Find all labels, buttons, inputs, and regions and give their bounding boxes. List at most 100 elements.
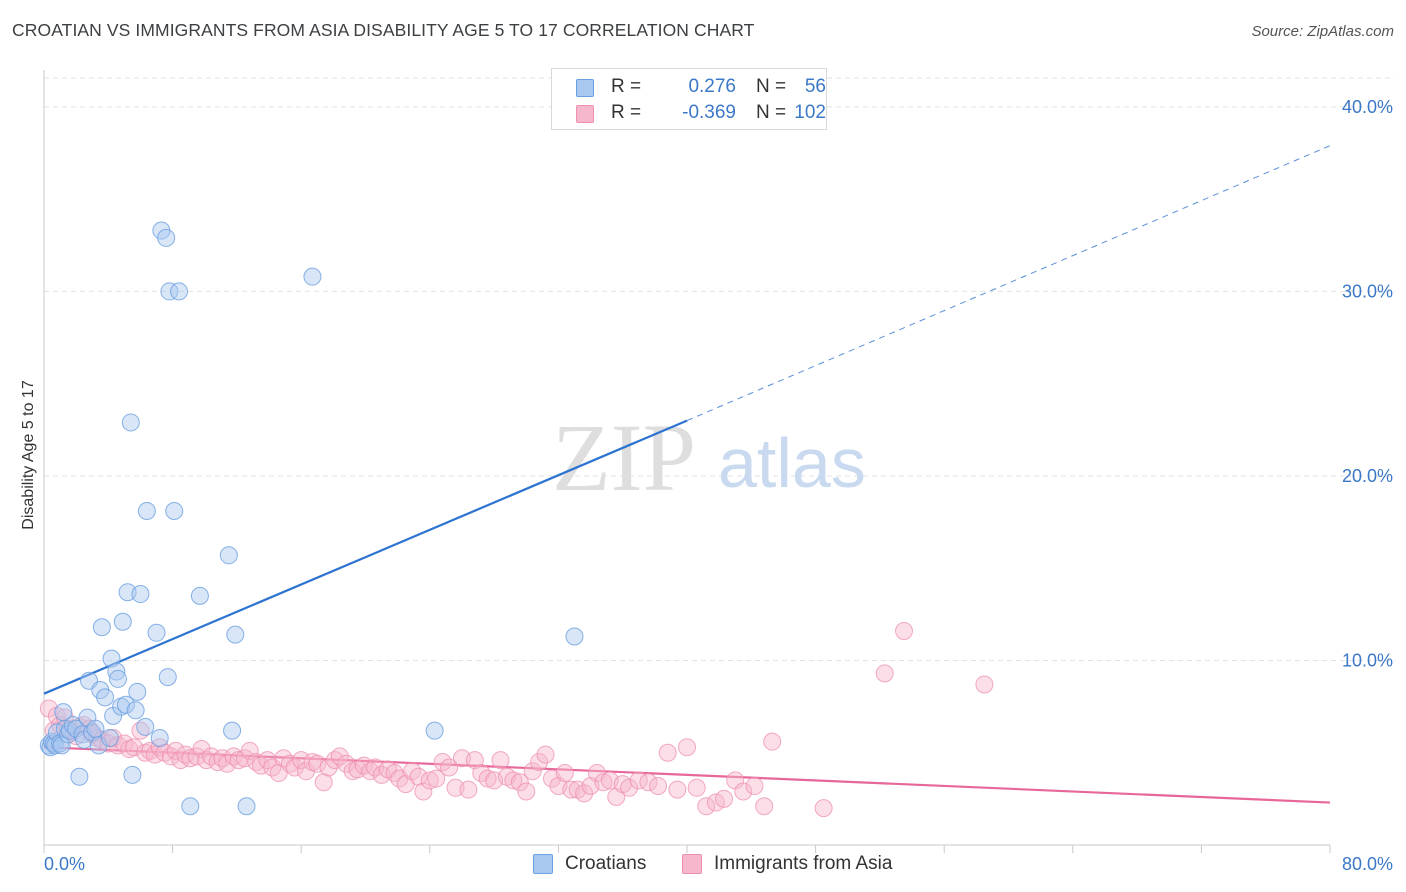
r-value: -0.369	[682, 102, 736, 123]
asia-point	[536, 745, 555, 764]
asia-point	[523, 762, 542, 781]
asia-point	[297, 762, 316, 781]
asia-point	[478, 769, 497, 788]
croatians-trend-extension	[686, 145, 1331, 422]
asia-point	[427, 769, 446, 788]
chart-title: CROATIAN VS IMMIGRANTS FROM ASIA DISABIL…	[12, 20, 755, 40]
croatians-point	[147, 623, 166, 642]
y-tick-label: 40.0%	[1342, 97, 1393, 117]
asia-point	[131, 721, 150, 740]
croatians-point	[136, 717, 155, 736]
n-label: N =	[756, 102, 787, 123]
croatians-point	[128, 682, 147, 701]
y-tick-label: 30.0%	[1342, 281, 1393, 301]
croatians-point	[223, 721, 242, 740]
legend-label: Immigrants from Asia	[714, 853, 893, 874]
asia-swatch	[576, 105, 594, 123]
asia-point	[649, 776, 668, 795]
asia-point	[240, 741, 259, 760]
asia-point	[620, 778, 639, 797]
croatians-point	[96, 688, 115, 707]
croatians-point	[92, 618, 111, 637]
croatians-point	[126, 701, 145, 720]
croatians-point	[226, 625, 245, 644]
asia-point	[639, 773, 658, 792]
asia-point	[517, 782, 536, 801]
asia-swatch	[682, 854, 702, 874]
croatians-swatch	[533, 854, 553, 874]
asia-point	[668, 780, 687, 799]
asia-point	[247, 752, 266, 771]
asia-point	[285, 758, 304, 777]
asia-point	[575, 784, 594, 803]
croatians-point	[219, 546, 238, 565]
croatians-point	[131, 585, 150, 604]
n-value: 102	[794, 102, 826, 123]
n-label: N =	[756, 76, 787, 97]
asia-point	[734, 782, 753, 801]
asia-point	[530, 752, 549, 771]
croatians-point	[116, 695, 135, 714]
croatians-point	[160, 282, 179, 301]
asia-point	[755, 797, 774, 816]
asia-point	[504, 771, 523, 790]
asia-point	[745, 776, 764, 795]
asia-point	[224, 747, 243, 766]
croatians-point	[157, 228, 176, 247]
asia-point	[510, 773, 529, 792]
croatians-point	[100, 728, 119, 747]
asia-point	[213, 749, 232, 768]
asia-point	[975, 675, 994, 694]
croatians-point	[123, 765, 142, 784]
asia-point	[409, 767, 428, 786]
correlation-legend: R = 0.276 N = 56 R = -0.369 N = 102	[551, 68, 827, 130]
n-value: 56	[804, 76, 826, 97]
asia-point	[280, 754, 299, 773]
asia-point	[459, 780, 478, 799]
croatians-point	[86, 719, 105, 738]
watermark: ZIP atlas	[552, 404, 866, 511]
watermark-zip: ZIP	[552, 404, 696, 511]
asia-point	[161, 747, 180, 766]
asia-point	[218, 754, 237, 773]
series-legend: Croatians Immigrants from Asia	[0, 852, 1406, 878]
croatians-point	[70, 767, 89, 786]
asia-point	[414, 782, 433, 801]
croatians-point	[137, 502, 156, 521]
asia-trend-line	[43, 746, 1331, 804]
asia-point	[763, 732, 782, 751]
data-points	[39, 221, 994, 818]
asia-point	[176, 745, 195, 764]
croatians-point	[565, 627, 584, 646]
asia-point	[192, 740, 211, 759]
croatians-point	[113, 612, 132, 631]
croatians-point	[121, 413, 140, 432]
asia-point	[319, 758, 338, 777]
asia-point	[385, 764, 404, 783]
croatians-point	[425, 721, 444, 740]
croatians-point	[108, 669, 127, 688]
croatians-point	[150, 728, 169, 747]
asia-point	[314, 773, 333, 792]
asia-point	[814, 799, 833, 818]
r-label: R =	[611, 76, 642, 97]
asia-point	[337, 754, 356, 773]
x-tick-label: 80.0%	[1342, 854, 1393, 874]
croatians-point	[107, 662, 126, 681]
croatians-point	[170, 282, 189, 301]
asia-point	[325, 751, 344, 770]
asia-point	[555, 764, 574, 783]
asia-point	[330, 747, 349, 766]
croatians-point	[181, 797, 200, 816]
tick-labels: 10.0% 20.0% 30.0% 40.0% 0.0% 80.0%	[44, 97, 1393, 874]
croatians-point	[89, 736, 108, 755]
asia-point	[491, 751, 510, 770]
source-label: Source: ZipAtlas.com	[1251, 23, 1394, 40]
asia-point	[420, 771, 439, 790]
trend-lines	[43, 145, 1331, 804]
legend-label: Croatians	[565, 853, 647, 874]
croatians-trend-line	[43, 419, 688, 695]
r-label: R =	[611, 102, 642, 123]
asia-point	[141, 741, 160, 760]
